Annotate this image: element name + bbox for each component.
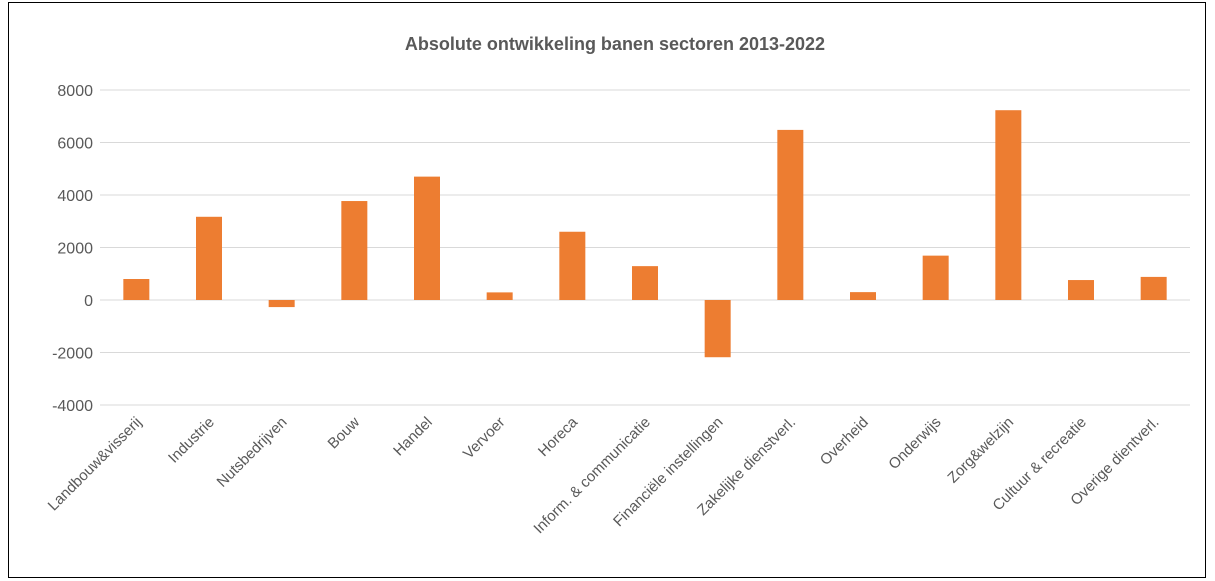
y-tick-label: 8000	[57, 83, 93, 100]
y-tick-label: 4000	[57, 188, 93, 205]
bar	[123, 279, 150, 300]
bar	[486, 292, 513, 300]
bar	[341, 201, 368, 300]
bar	[995, 110, 1022, 301]
bar	[268, 300, 295, 308]
y-tick-label: 6000	[57, 136, 93, 153]
y-axis-ticks: 8000 6000 4000 2000 0 -2000 -4000	[52, 83, 93, 415]
gridlines	[100, 89, 1190, 406]
x-tick-label: Nutsbedrijven	[214, 414, 291, 491]
x-tick-label: Onderwijs	[885, 414, 944, 473]
x-tick-label: Industrie	[165, 414, 218, 467]
bar	[922, 255, 949, 300]
x-tick-label: Vervoer	[460, 414, 509, 463]
bar	[704, 300, 731, 358]
bar	[1140, 276, 1167, 300]
x-tick-label: Zorg&welzijn	[944, 414, 1017, 487]
bar	[414, 176, 440, 300]
bar	[1068, 280, 1094, 300]
x-tick-label: Bouw	[325, 414, 364, 453]
bar	[196, 216, 222, 300]
y-tick-label: 0	[84, 293, 93, 310]
x-tick-label: Horeca	[535, 413, 582, 460]
bar	[777, 129, 804, 300]
x-tick-label: Overheid	[817, 414, 872, 469]
bar	[632, 266, 658, 300]
bar	[850, 292, 876, 300]
y-tick-label: -2000	[52, 346, 93, 363]
bar	[559, 231, 586, 300]
y-tick-label: -4000	[52, 398, 93, 415]
x-tick-label: Handel	[390, 414, 436, 460]
chart-title: Absolute ontwikkeling banen sectoren 201…	[405, 34, 825, 54]
bars	[123, 110, 1167, 358]
x-tick-label: Landbouw&visserij	[45, 414, 145, 514]
y-tick-label: 2000	[57, 241, 93, 258]
x-tick-label: Inform. & communicatie	[530, 414, 653, 537]
